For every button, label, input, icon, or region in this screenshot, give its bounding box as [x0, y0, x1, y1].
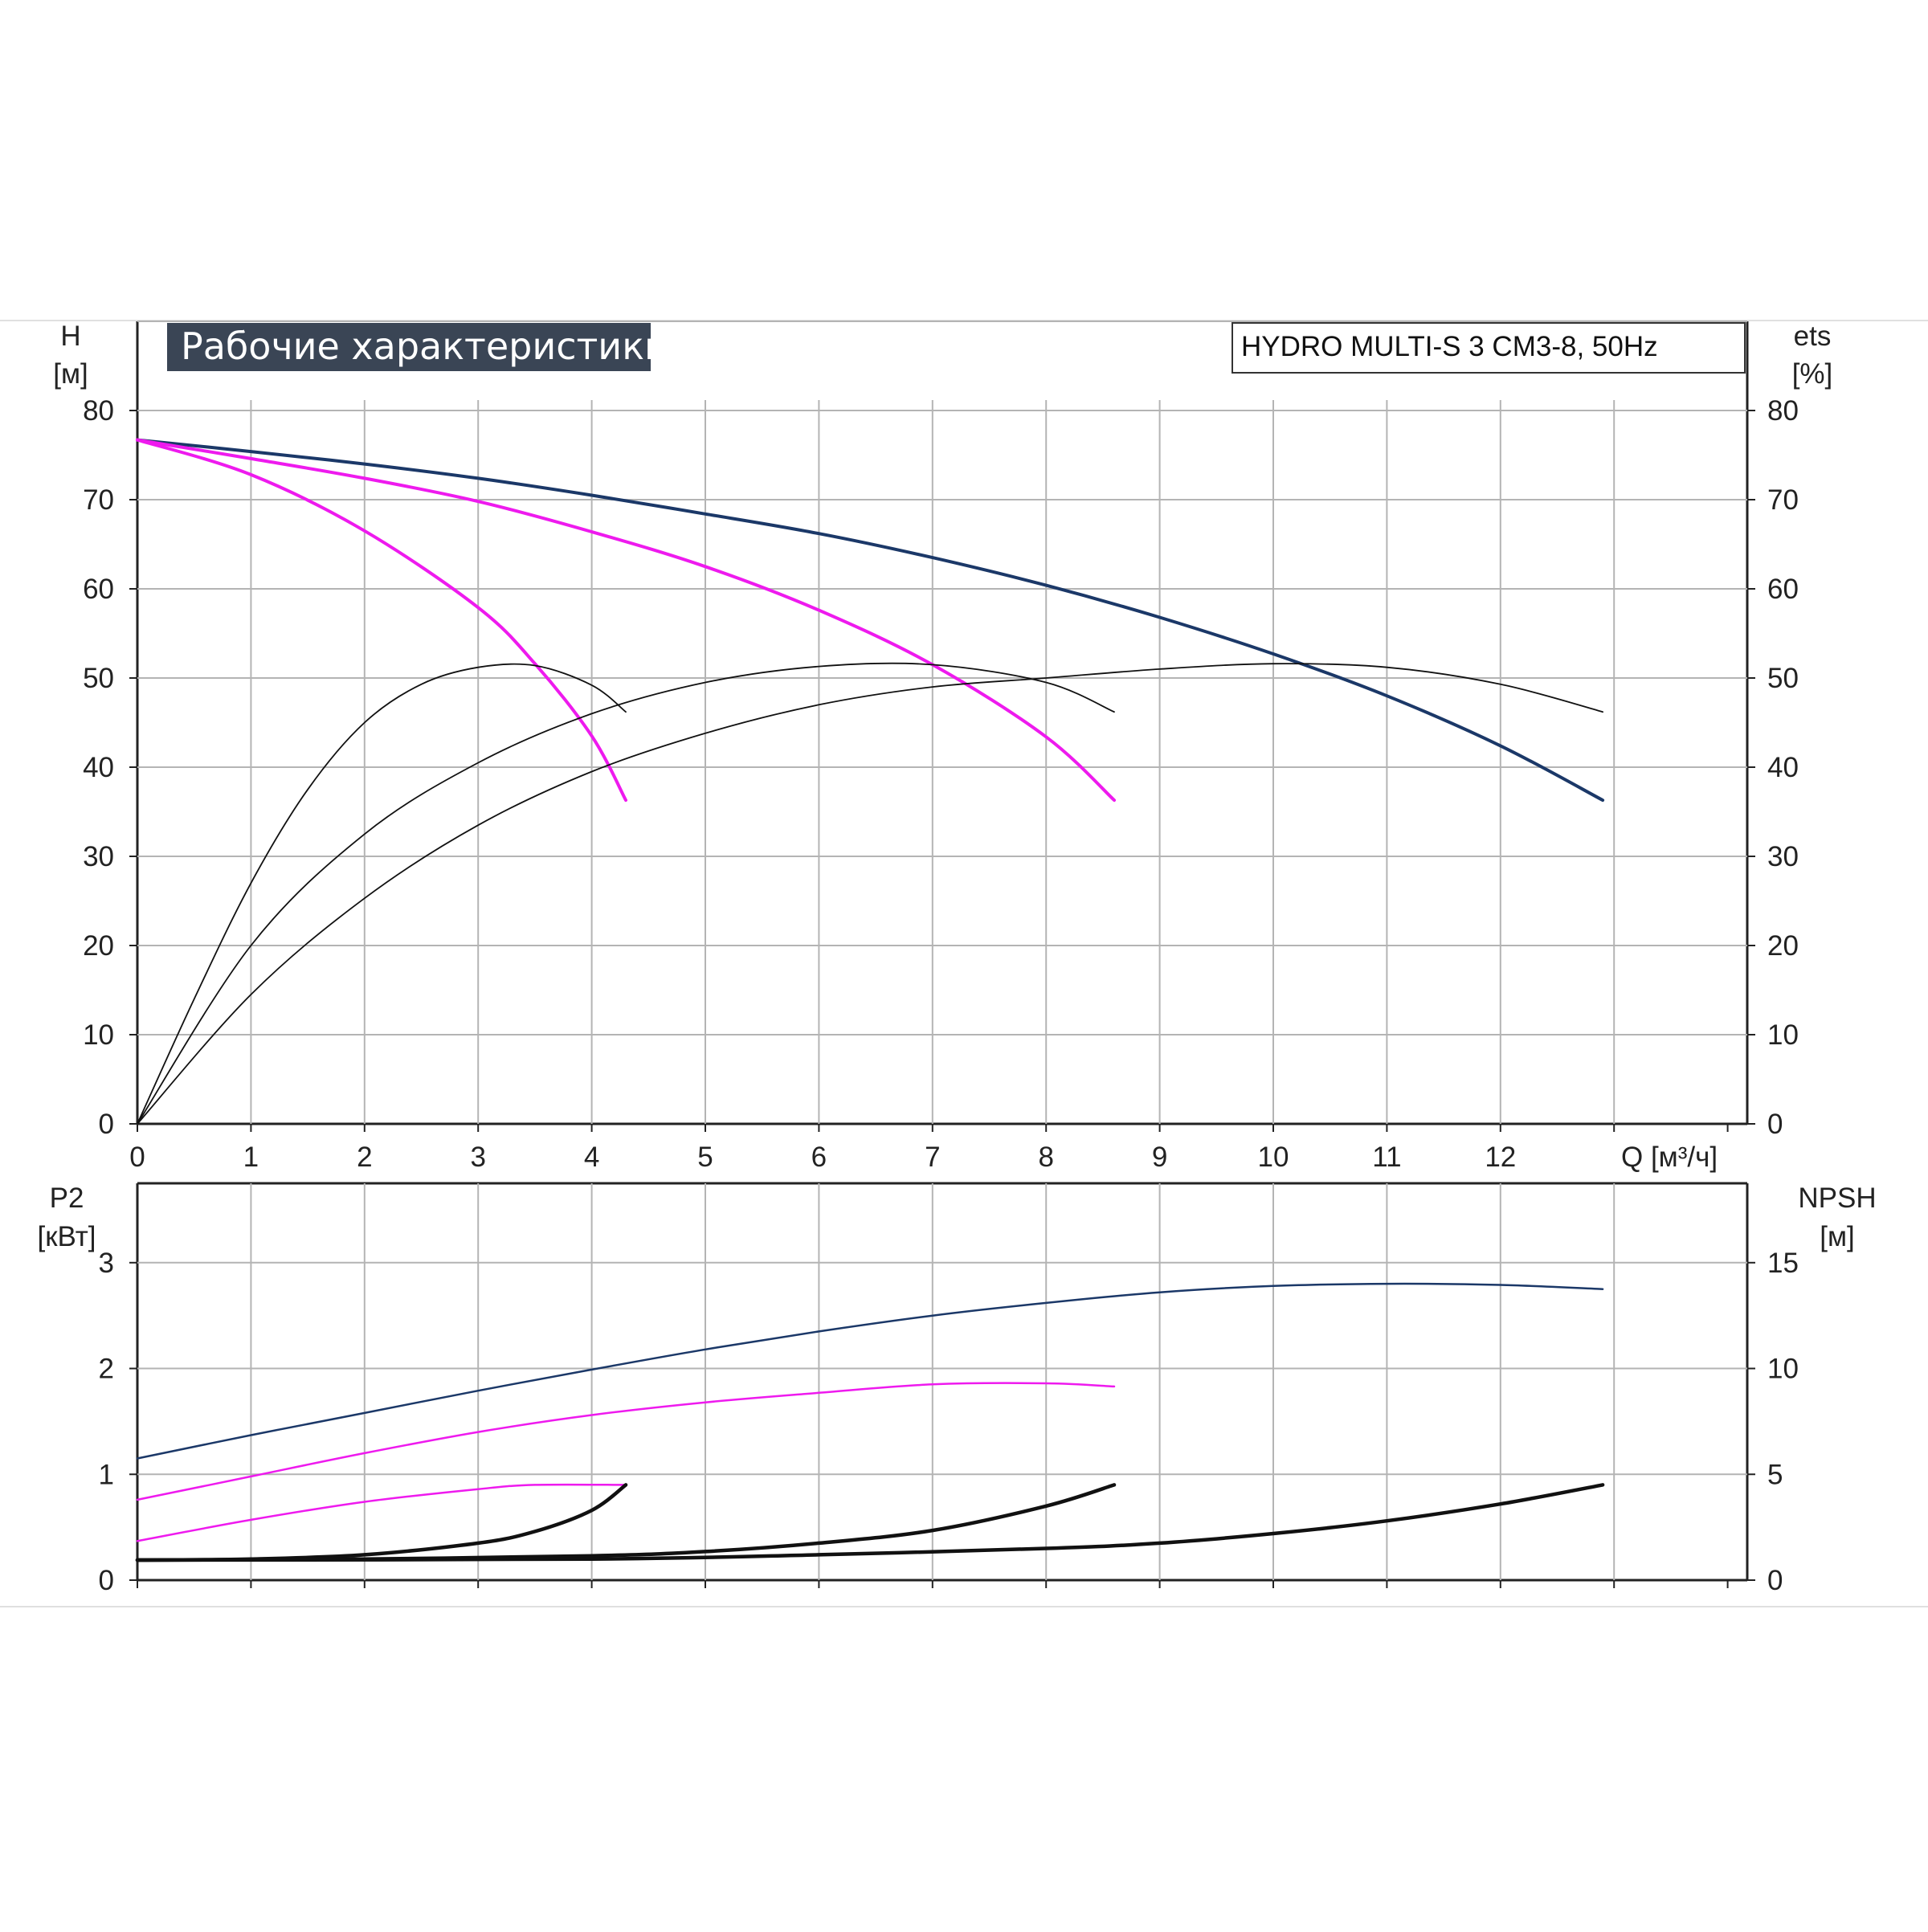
x-tick-label: 10 — [1258, 1142, 1289, 1173]
y2-tick-label: 30 — [1767, 841, 1799, 872]
series-line-lower-1 — [136, 1282, 1604, 1460]
series-line-upper-2 — [136, 438, 1116, 803]
y-tick-label: 3 — [99, 1248, 114, 1279]
x-tick-label: 6 — [811, 1142, 827, 1173]
series-line-upper-4 — [137, 663, 627, 1125]
series-line-lower-2 — [136, 1382, 1116, 1501]
series-line-upper-6 — [137, 663, 1603, 1125]
series-line-lower-3 — [136, 1483, 627, 1542]
lower-left-axis-label: P2 — [50, 1182, 84, 1214]
y-tick-label: 0 — [99, 1565, 114, 1596]
series-line-upper-5 — [137, 662, 1115, 1125]
y2-tick-label: 50 — [1767, 663, 1799, 694]
x-tick-label: 2 — [357, 1142, 372, 1173]
x-tick-label: 5 — [697, 1142, 713, 1173]
y-tick-label: 0 — [99, 1109, 114, 1140]
upper-left-axis-label: H — [60, 321, 80, 352]
title-badge — [167, 323, 651, 371]
x-axis-label: Q [м³/ч] — [1621, 1142, 1718, 1173]
model-label: HYDRO MULTI-S 3 CM3-8, 50Hz — [1241, 331, 1658, 362]
y-tick-label: 20 — [83, 930, 114, 962]
series-line-lower-4 — [135, 1483, 628, 1562]
series-line-upper-1 — [136, 438, 1605, 803]
y2-tick-label: 80 — [1767, 395, 1799, 427]
y-tick-label: 1 — [99, 1459, 114, 1490]
upper-right-axis-unit: [%] — [1792, 358, 1833, 390]
y2-tick-label: 0 — [1767, 1109, 1783, 1140]
x-tick-label: 0 — [129, 1142, 145, 1173]
y-tick-label: 30 — [83, 841, 114, 872]
lower-left-axis-unit: [кВт] — [38, 1221, 96, 1252]
y-tick-label: 70 — [83, 484, 114, 516]
upper-right-axis-label: ets — [1794, 321, 1832, 352]
y2-tick-label: 20 — [1767, 930, 1799, 962]
series-line-upper-3 — [136, 438, 627, 803]
x-tick-label: 7 — [925, 1142, 940, 1173]
x-tick-label: 8 — [1038, 1142, 1053, 1173]
y2-tick-label: 60 — [1767, 574, 1799, 605]
y2-tick-label: 10 — [1767, 1019, 1799, 1051]
y2-tick-label: 70 — [1767, 484, 1799, 516]
y2-tick-label: 0 — [1767, 1565, 1783, 1596]
model-box — [1232, 322, 1746, 374]
lower-right-axis-unit: [м] — [1820, 1221, 1855, 1252]
upper-left-axis-unit: [м] — [53, 358, 88, 390]
y-tick-label: 80 — [83, 395, 114, 427]
y2-tick-label: 10 — [1767, 1354, 1799, 1385]
x-tick-label: 12 — [1485, 1142, 1516, 1173]
y2-tick-label: 40 — [1767, 752, 1799, 783]
y-tick-label: 40 — [83, 752, 114, 783]
y-tick-label: 60 — [83, 574, 114, 605]
series-line-lower-6 — [135, 1483, 1605, 1562]
y2-tick-label: 5 — [1767, 1459, 1783, 1490]
y2-tick-label: 15 — [1767, 1248, 1799, 1279]
x-tick-label: 3 — [470, 1142, 485, 1173]
x-tick-label: 9 — [1152, 1142, 1167, 1173]
lower-right-axis-label: NPSH — [1798, 1182, 1876, 1214]
y-tick-label: 10 — [83, 1019, 114, 1051]
chart-title: Рабочие характеристики — [181, 325, 668, 368]
x-tick-label: 11 — [1372, 1142, 1401, 1173]
y-tick-label: 50 — [83, 663, 114, 694]
y-tick-label: 2 — [99, 1354, 114, 1385]
x-tick-label: 1 — [243, 1142, 259, 1173]
x-tick-label: 4 — [584, 1142, 599, 1173]
series-line-lower-5 — [135, 1483, 1117, 1562]
